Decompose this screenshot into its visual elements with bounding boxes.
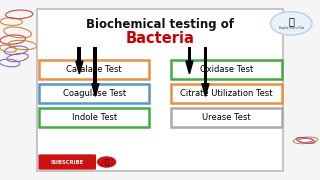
Circle shape	[98, 157, 116, 167]
FancyBboxPatch shape	[38, 154, 96, 170]
FancyBboxPatch shape	[188, 47, 191, 61]
Text: Rapha Micro Hub: Rapha Micro Hub	[279, 26, 304, 30]
FancyBboxPatch shape	[204, 47, 207, 84]
Text: Urease Test: Urease Test	[202, 113, 251, 122]
Text: Biochemical testing of: Biochemical testing of	[86, 18, 234, 31]
FancyBboxPatch shape	[171, 60, 282, 79]
FancyBboxPatch shape	[93, 47, 97, 84]
Text: Coagulase Test: Coagulase Test	[63, 89, 126, 98]
Text: SUBSCRIBE: SUBSCRIBE	[51, 159, 84, 165]
Text: 🎓: 🎓	[288, 16, 294, 26]
Polygon shape	[202, 84, 209, 96]
Text: Bacteria: Bacteria	[125, 31, 195, 46]
FancyBboxPatch shape	[39, 60, 149, 79]
Circle shape	[270, 12, 312, 35]
Text: 🔔: 🔔	[104, 159, 109, 165]
FancyBboxPatch shape	[171, 108, 282, 127]
Polygon shape	[76, 61, 83, 74]
FancyBboxPatch shape	[39, 84, 149, 103]
Polygon shape	[92, 84, 99, 96]
FancyBboxPatch shape	[77, 47, 81, 61]
Text: Catalase Test: Catalase Test	[67, 65, 122, 74]
Text: Oxidase Test: Oxidase Test	[200, 65, 253, 74]
Polygon shape	[186, 61, 193, 74]
Text: Citrate Utilization Test: Citrate Utilization Test	[180, 89, 273, 98]
FancyBboxPatch shape	[39, 108, 149, 127]
FancyBboxPatch shape	[37, 9, 283, 171]
Text: Indole Test: Indole Test	[72, 113, 117, 122]
FancyBboxPatch shape	[171, 84, 282, 103]
